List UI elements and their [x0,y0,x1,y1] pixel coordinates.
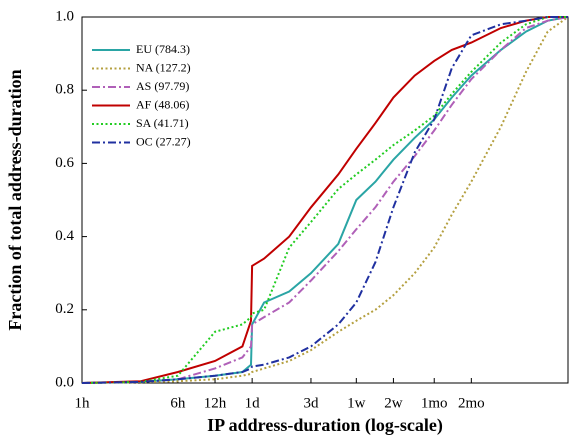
x-tick-label: 6h [170,395,186,411]
y-tick-label: 1.0 [55,8,74,24]
legend-label: NA (127.2) [136,60,191,74]
series-line [81,16,568,384]
y-tick-label: 0.0 [55,374,74,390]
y-tick-label: 0.4 [55,228,74,244]
x-tick-label: 1h [75,395,91,411]
y-tick-label: 0.2 [55,301,74,317]
series-line [81,16,568,384]
x-tick-label: 2mo [458,395,485,411]
legend-label: SA (41.71) [136,116,189,130]
plot-frame [81,16,569,384]
x-tick-label: 1w [347,395,366,411]
x-tick-label: 1mo [421,395,448,411]
x-tick-label: 2w [384,395,403,411]
series-line [81,16,568,384]
legend: EU (784.3) NA (127.2) AS (97.79) AF (48.06)… [88,38,226,157]
x-tick-label: 1d [245,395,261,411]
legend-label: AS (97.79) [136,79,189,93]
x-axis-title: IP address-duration (log-scale) [207,415,443,436]
legend-label: AF (48.06) [136,97,189,111]
x-tick-label: 3d [303,395,319,411]
y-tick-label: 0.8 [55,82,74,98]
legend-label: EU (784.3) [136,42,190,56]
x-tick-label: 12h [204,395,227,411]
legend-box [88,38,226,157]
legend-label: OC (27.27) [136,134,191,148]
y-tick-label: 0.6 [55,155,74,171]
y-axis-title: Fraction of total address-duration [5,69,25,330]
series-line [81,16,569,384]
